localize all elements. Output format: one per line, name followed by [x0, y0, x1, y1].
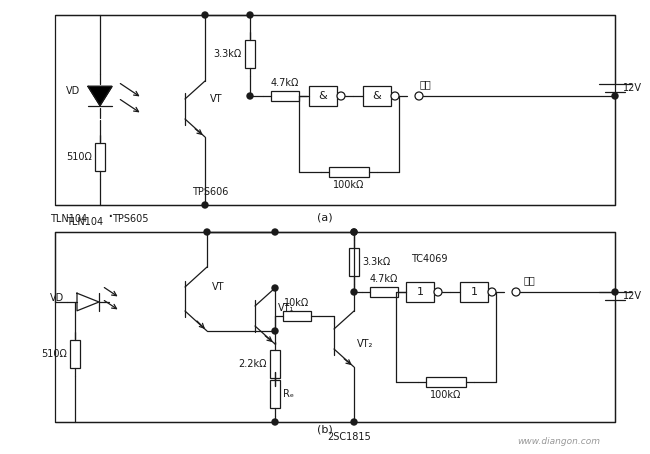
Bar [271, 91, 299, 101]
Text: 4.7kΩ: 4.7kΩ [271, 78, 299, 88]
Bar [283, 311, 311, 321]
Text: 输出: 输出 [420, 79, 432, 89]
Polygon shape [88, 86, 112, 106]
Bar [270, 380, 280, 408]
Circle shape [272, 419, 278, 425]
Text: VT: VT [212, 282, 224, 292]
Circle shape [247, 93, 253, 99]
Text: VT₁: VT₁ [278, 303, 294, 313]
Bar [95, 143, 105, 171]
Text: &: & [372, 91, 382, 101]
Text: VT₂: VT₂ [357, 339, 373, 349]
Text: 3.3kΩ: 3.3kΩ [214, 49, 242, 59]
Text: 3.3kΩ: 3.3kΩ [362, 257, 390, 267]
Text: 2.2kΩ: 2.2kΩ [239, 359, 267, 369]
Text: TC4069: TC4069 [411, 254, 447, 264]
Text: 2SC1815: 2SC1815 [327, 432, 371, 442]
Text: (a): (a) [317, 212, 333, 222]
Circle shape [391, 92, 399, 100]
Text: 12V: 12V [623, 83, 642, 93]
Text: 10kΩ: 10kΩ [285, 298, 309, 308]
Circle shape [488, 288, 496, 296]
Text: 1: 1 [417, 287, 424, 297]
Bar [349, 248, 359, 276]
Text: www.diangon.com: www.diangon.com [517, 437, 600, 446]
Circle shape [204, 229, 210, 235]
Text: VD: VD [50, 293, 64, 303]
Circle shape [434, 288, 442, 296]
Bar [406, 282, 434, 302]
Text: 12V: 12V [623, 291, 642, 301]
Circle shape [512, 288, 520, 296]
Bar [55, 232, 615, 422]
Text: TLN104: TLN104 [50, 214, 87, 224]
Circle shape [351, 229, 357, 235]
Circle shape [351, 229, 357, 235]
Bar [309, 86, 337, 106]
Circle shape [337, 92, 345, 100]
Bar [363, 86, 391, 106]
Circle shape [351, 419, 357, 425]
Circle shape [351, 289, 357, 295]
Text: 510Ω: 510Ω [66, 152, 92, 162]
Text: TLN104: TLN104 [66, 217, 103, 227]
Bar [426, 377, 466, 387]
Text: VD: VD [66, 86, 80, 96]
Circle shape [202, 12, 208, 18]
Text: TPS606: TPS606 [192, 187, 228, 197]
Bar [245, 40, 255, 68]
Text: 输出: 输出 [524, 275, 536, 285]
Circle shape [415, 92, 423, 100]
Bar [460, 282, 488, 302]
Text: 1: 1 [471, 287, 478, 297]
Bar [270, 350, 280, 378]
Text: 510Ω: 510Ω [41, 349, 67, 359]
Text: 100kΩ: 100kΩ [333, 180, 365, 190]
Text: TPS605: TPS605 [112, 214, 148, 224]
Bar [70, 340, 80, 368]
Text: (b): (b) [317, 425, 333, 435]
Text: Rₑ: Rₑ [283, 389, 294, 399]
Text: 4.7kΩ: 4.7kΩ [370, 274, 398, 284]
Circle shape [272, 328, 278, 334]
Bar [55, 15, 615, 205]
Circle shape [612, 93, 618, 99]
Bar [329, 167, 369, 177]
Circle shape [202, 202, 208, 208]
Text: ·: · [107, 208, 113, 226]
Text: &: & [318, 91, 328, 101]
Text: 100kΩ: 100kΩ [430, 390, 461, 400]
Circle shape [272, 285, 278, 291]
Circle shape [247, 12, 253, 18]
Bar [370, 287, 398, 297]
Circle shape [612, 289, 618, 295]
Text: VT: VT [210, 94, 222, 104]
Circle shape [272, 229, 278, 235]
